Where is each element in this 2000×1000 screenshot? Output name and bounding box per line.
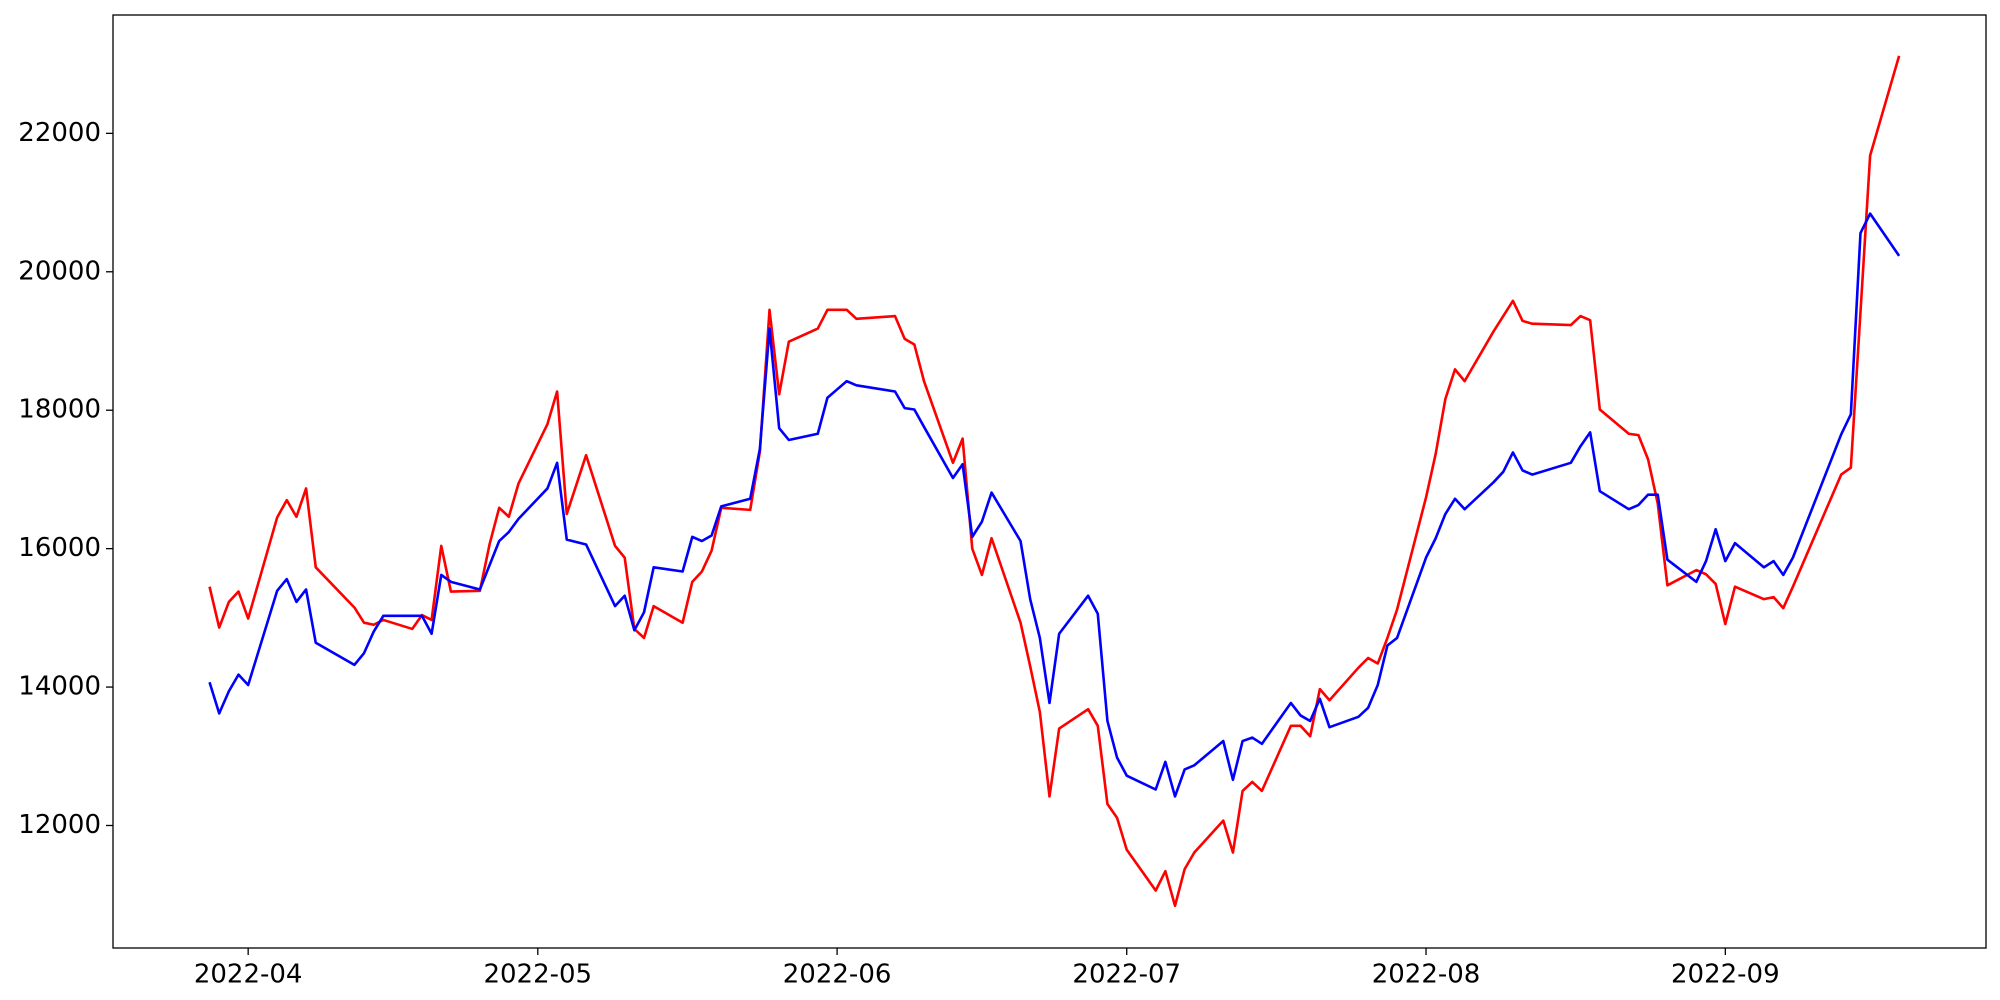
y-tick-label: 22000 <box>18 118 101 148</box>
series-line <box>208 55 1901 908</box>
y-tick-label: 14000 <box>18 672 101 702</box>
y-tick-label: 16000 <box>18 533 101 563</box>
x-tick-label: 2022-05 <box>483 960 592 990</box>
x-tick-label: 2022-08 <box>1372 960 1481 990</box>
y-tick-label: 12000 <box>18 810 101 840</box>
y-tick-label: 18000 <box>18 395 101 425</box>
plot-frame <box>112 14 1987 949</box>
x-tick-label: 2022-09 <box>1671 960 1780 990</box>
y-tick-label: 20000 <box>18 256 101 286</box>
x-tick-label: 2022-06 <box>783 960 892 990</box>
x-tick-label: 2022-04 <box>194 960 303 990</box>
x-tick-label: 2022-07 <box>1072 960 1181 990</box>
series-line <box>208 212 1901 798</box>
